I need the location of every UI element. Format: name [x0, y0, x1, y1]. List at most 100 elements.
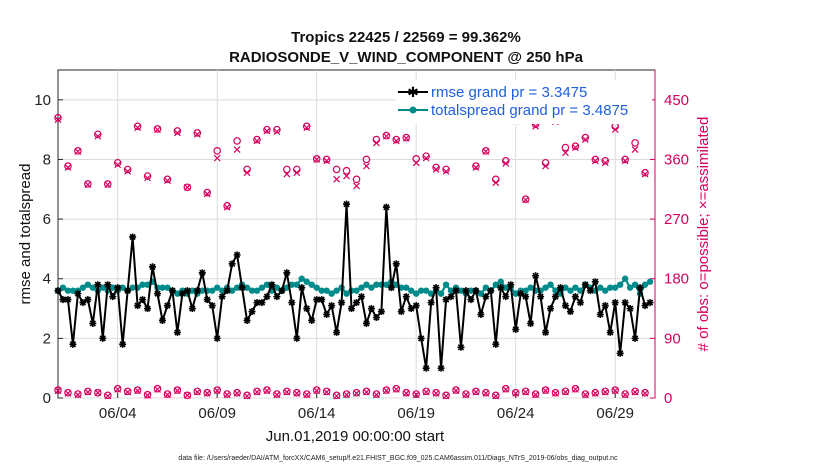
- y-axis-label: rmse and totalspread: [17, 164, 34, 305]
- obs-count-possible-marker: [342, 166, 351, 175]
- obs-count-low-assimilated-marker: [313, 387, 321, 395]
- obs-count-possible-marker: [432, 163, 440, 172]
- obs-count-low-assimilated-marker: [532, 391, 540, 399]
- obs-count-assimilated-marker: [84, 181, 92, 189]
- obs-count-assimilated-marker: [412, 159, 420, 167]
- rmse-point: [243, 316, 251, 324]
- obs-count-assimilated-marker: [492, 179, 500, 187]
- rmse-point: [268, 281, 276, 289]
- totalspread-point: [258, 284, 266, 291]
- obs-count-low-assimilated-marker: [571, 385, 579, 393]
- rmse-point: [109, 293, 117, 301]
- totalspread-point: [527, 284, 534, 291]
- rmse-point: [223, 287, 231, 295]
- obs-count-low-assimilated-marker: [64, 389, 72, 397]
- obs-count-assimilated-marker: [303, 124, 311, 132]
- obs-count-low-possible-marker: [332, 391, 341, 400]
- totalspread-point: [69, 287, 77, 294]
- obs-count-possible-marker: [591, 155, 600, 164]
- rmse-point: [377, 308, 385, 316]
- rmse-point: [308, 316, 316, 324]
- totalspread-point: [59, 284, 67, 291]
- obs-count-low-possible-marker: [113, 384, 122, 393]
- obs-count-assimilated-marker: [591, 157, 599, 165]
- rmse-point: [119, 340, 127, 348]
- rmse-point: [353, 299, 360, 307]
- obs-count-assimilated-marker: [313, 156, 321, 163]
- rmse-point: [129, 233, 137, 241]
- obs-count-possible-marker: [84, 180, 92, 188]
- obs-count-low-assimilated-marker: [472, 388, 480, 396]
- rmse-point: [248, 308, 256, 316]
- rmse-point: [283, 269, 291, 277]
- obs-count-low-assimilated-marker: [353, 389, 360, 397]
- rmse-point: [263, 293, 271, 301]
- totalspread-point: [298, 275, 305, 282]
- totalspread-point: [144, 281, 151, 288]
- obs-count-low-possible-marker: [631, 387, 639, 396]
- obs-count-low-assimilated-marker: [323, 388, 331, 396]
- totalspread-point: [353, 287, 360, 294]
- obs-count-low-possible-marker: [412, 390, 421, 398]
- obs-count-assimilated-marker: [353, 182, 360, 190]
- obs-count-assimilated-marker: [571, 144, 579, 151]
- obs-count-low-possible-marker: [491, 391, 500, 400]
- obs-count-low-assimilated-marker: [522, 388, 530, 396]
- obs-count-low-assimilated-marker: [452, 387, 460, 395]
- obs-count-assimilated-marker: [363, 162, 370, 170]
- totalspread-point: [602, 287, 609, 294]
- obs-count-low-possible-marker: [253, 387, 261, 396]
- totalspread-point: [89, 284, 97, 291]
- totalspread-point: [368, 284, 375, 291]
- totalspread-point: [631, 281, 639, 288]
- obs-count-low-possible-marker: [312, 386, 321, 394]
- y-right-tick-label: 450: [664, 92, 689, 109]
- totalspread-point: [447, 287, 455, 294]
- obs-count-low-possible-marker: [163, 390, 172, 398]
- rmse-point: [357, 293, 365, 301]
- obs-count-assimilated-marker: [601, 159, 609, 167]
- rmse-point: [124, 287, 132, 295]
- obs-count-low-possible-marker: [402, 388, 411, 397]
- gridlines: [58, 70, 655, 399]
- obs-count-assimilated-marker: [581, 136, 589, 144]
- obs-count-low-possible-marker: [322, 387, 331, 396]
- rmse-point: [228, 260, 236, 268]
- totalspread-point: [109, 284, 116, 291]
- rmse-point: [606, 328, 614, 336]
- totalspread-point: [562, 284, 569, 291]
- rmse-series: [54, 200, 654, 372]
- obs-count-possible-marker: [74, 147, 82, 155]
- totalspread-point: [308, 281, 315, 288]
- legend-box: [396, 80, 652, 124]
- obs-count-markers: [54, 97, 649, 400]
- rmse-point: [74, 290, 82, 298]
- obs-count-low-possible-marker: [362, 387, 371, 396]
- rmse-point: [173, 328, 181, 336]
- rmse-point: [198, 269, 206, 277]
- obs-count-possible-marker: [283, 165, 291, 174]
- rmse-point: [626, 305, 634, 313]
- obs-count-possible-marker: [273, 125, 281, 134]
- obs-count-low-possible-marker: [581, 390, 590, 398]
- totalspread-point: [542, 284, 549, 291]
- y-tick-label: 2: [43, 330, 51, 347]
- obs-count-low-assimilated-marker: [442, 392, 450, 400]
- obs-count-low-assimilated-marker: [591, 389, 599, 397]
- obs-count-assimilated-marker: [442, 167, 450, 175]
- rmse-point: [298, 284, 306, 292]
- y-tick-label: 8: [43, 151, 51, 168]
- obs-count-low-assimilated-marker: [562, 388, 569, 396]
- totalspread-point: [273, 284, 281, 291]
- rmse-point: [467, 296, 475, 304]
- totalspread-point: [64, 287, 72, 294]
- obs-count-possible-marker: [94, 130, 102, 139]
- rmse-point: [397, 308, 405, 316]
- obs-count-low-possible-marker: [273, 390, 281, 398]
- legend: ✱ rmse grand pr = 3.3475 totalspread gra…: [396, 80, 652, 124]
- totalspread-point: [328, 290, 335, 297]
- obs-count-low-assimilated-marker: [144, 391, 151, 399]
- rmse-point: [507, 281, 515, 289]
- obs-count-possible-marker: [153, 125, 162, 133]
- rmse-point: [253, 299, 261, 307]
